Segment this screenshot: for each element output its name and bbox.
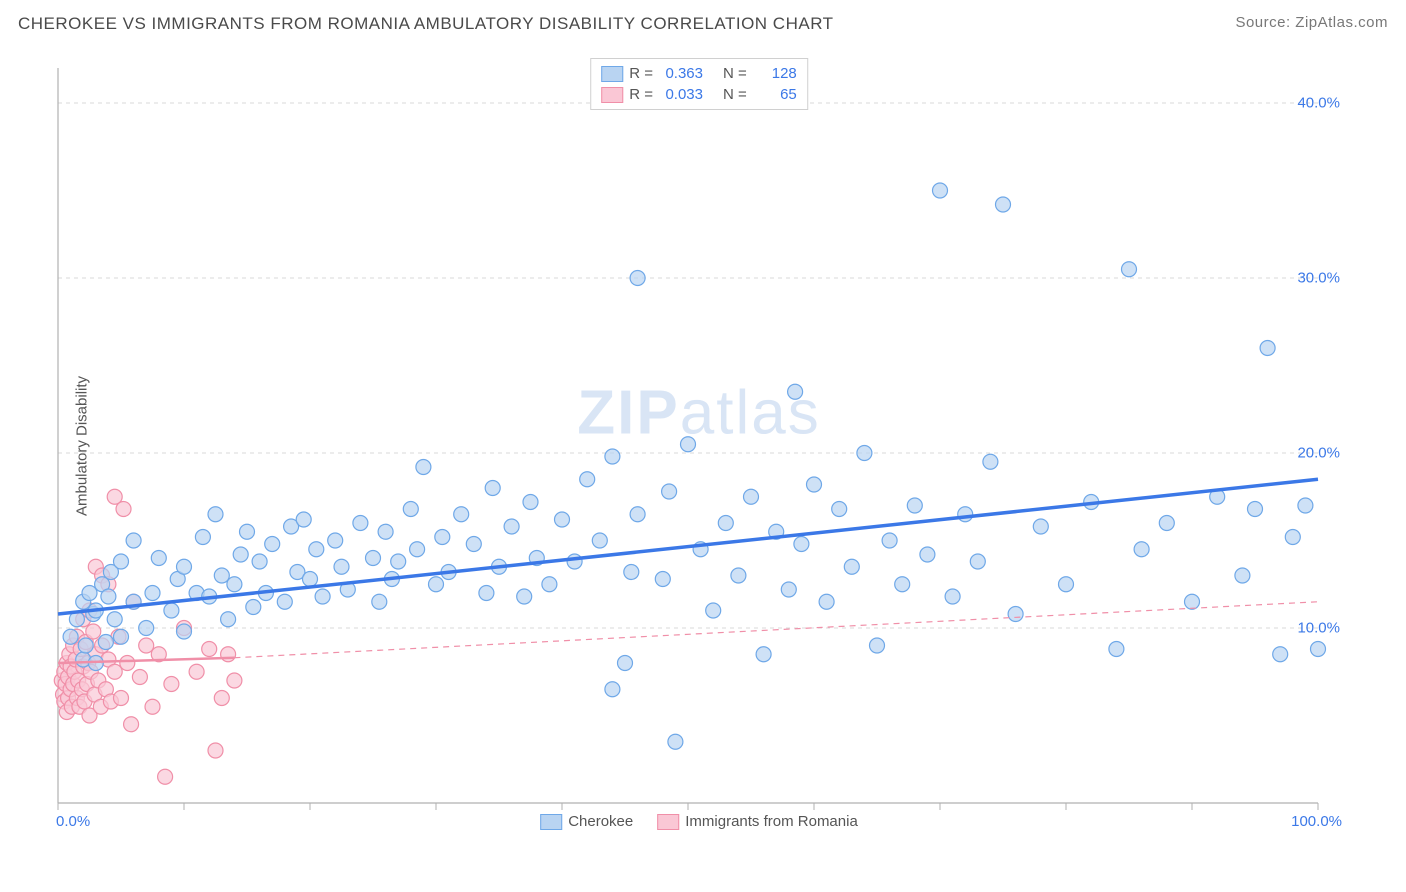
r-label: R = xyxy=(629,65,653,82)
r-label: R = xyxy=(629,86,653,103)
y-tick: 40.0% xyxy=(1297,95,1340,112)
legend-row-cherokee: R = 0.363 N = 128 xyxy=(601,63,797,84)
swatch-cherokee-icon xyxy=(540,814,562,830)
swatch-romania-icon xyxy=(657,814,679,830)
source-label: Source: ZipAtlas.com xyxy=(1235,14,1388,34)
n-value-cherokee: 128 xyxy=(753,65,797,82)
chart-title: CHEROKEE VS IMMIGRANTS FROM ROMANIA AMBU… xyxy=(18,14,834,34)
legend-row-romania: R = 0.033 N = 65 xyxy=(601,84,797,105)
legend-item-cherokee: Cherokee xyxy=(540,813,633,830)
title-bar: CHEROKEE VS IMMIGRANTS FROM ROMANIA AMBU… xyxy=(18,14,1388,34)
r-value-romania: 0.033 xyxy=(659,86,703,103)
y-tick: 20.0% xyxy=(1297,445,1340,462)
n-value-romania: 65 xyxy=(753,86,797,103)
r-value-cherokee: 0.363 xyxy=(659,65,703,82)
x-axis-min: 0.0% xyxy=(56,813,90,830)
legend-item-romania: Immigrants from Romania xyxy=(657,813,858,830)
legend-label-cherokee: Cherokee xyxy=(568,813,633,830)
scatter-plot: ZIPatlas R = 0.363 N = 128 R = 0.033 N =… xyxy=(48,58,1350,830)
legend-label-romania: Immigrants from Romania xyxy=(685,813,858,830)
swatch-romania xyxy=(601,87,623,103)
legend-correlation: R = 0.363 N = 128 R = 0.033 N = 65 xyxy=(590,58,808,110)
n-label: N = xyxy=(723,65,747,82)
legend-series: Cherokee Immigrants from Romania xyxy=(540,813,858,830)
x-axis-max: 100.0% xyxy=(1291,813,1342,830)
y-tick: 10.0% xyxy=(1297,620,1340,637)
swatch-cherokee xyxy=(601,66,623,82)
y-tick: 30.0% xyxy=(1297,270,1340,287)
n-label: N = xyxy=(723,86,747,103)
chart-svg xyxy=(48,58,1350,830)
